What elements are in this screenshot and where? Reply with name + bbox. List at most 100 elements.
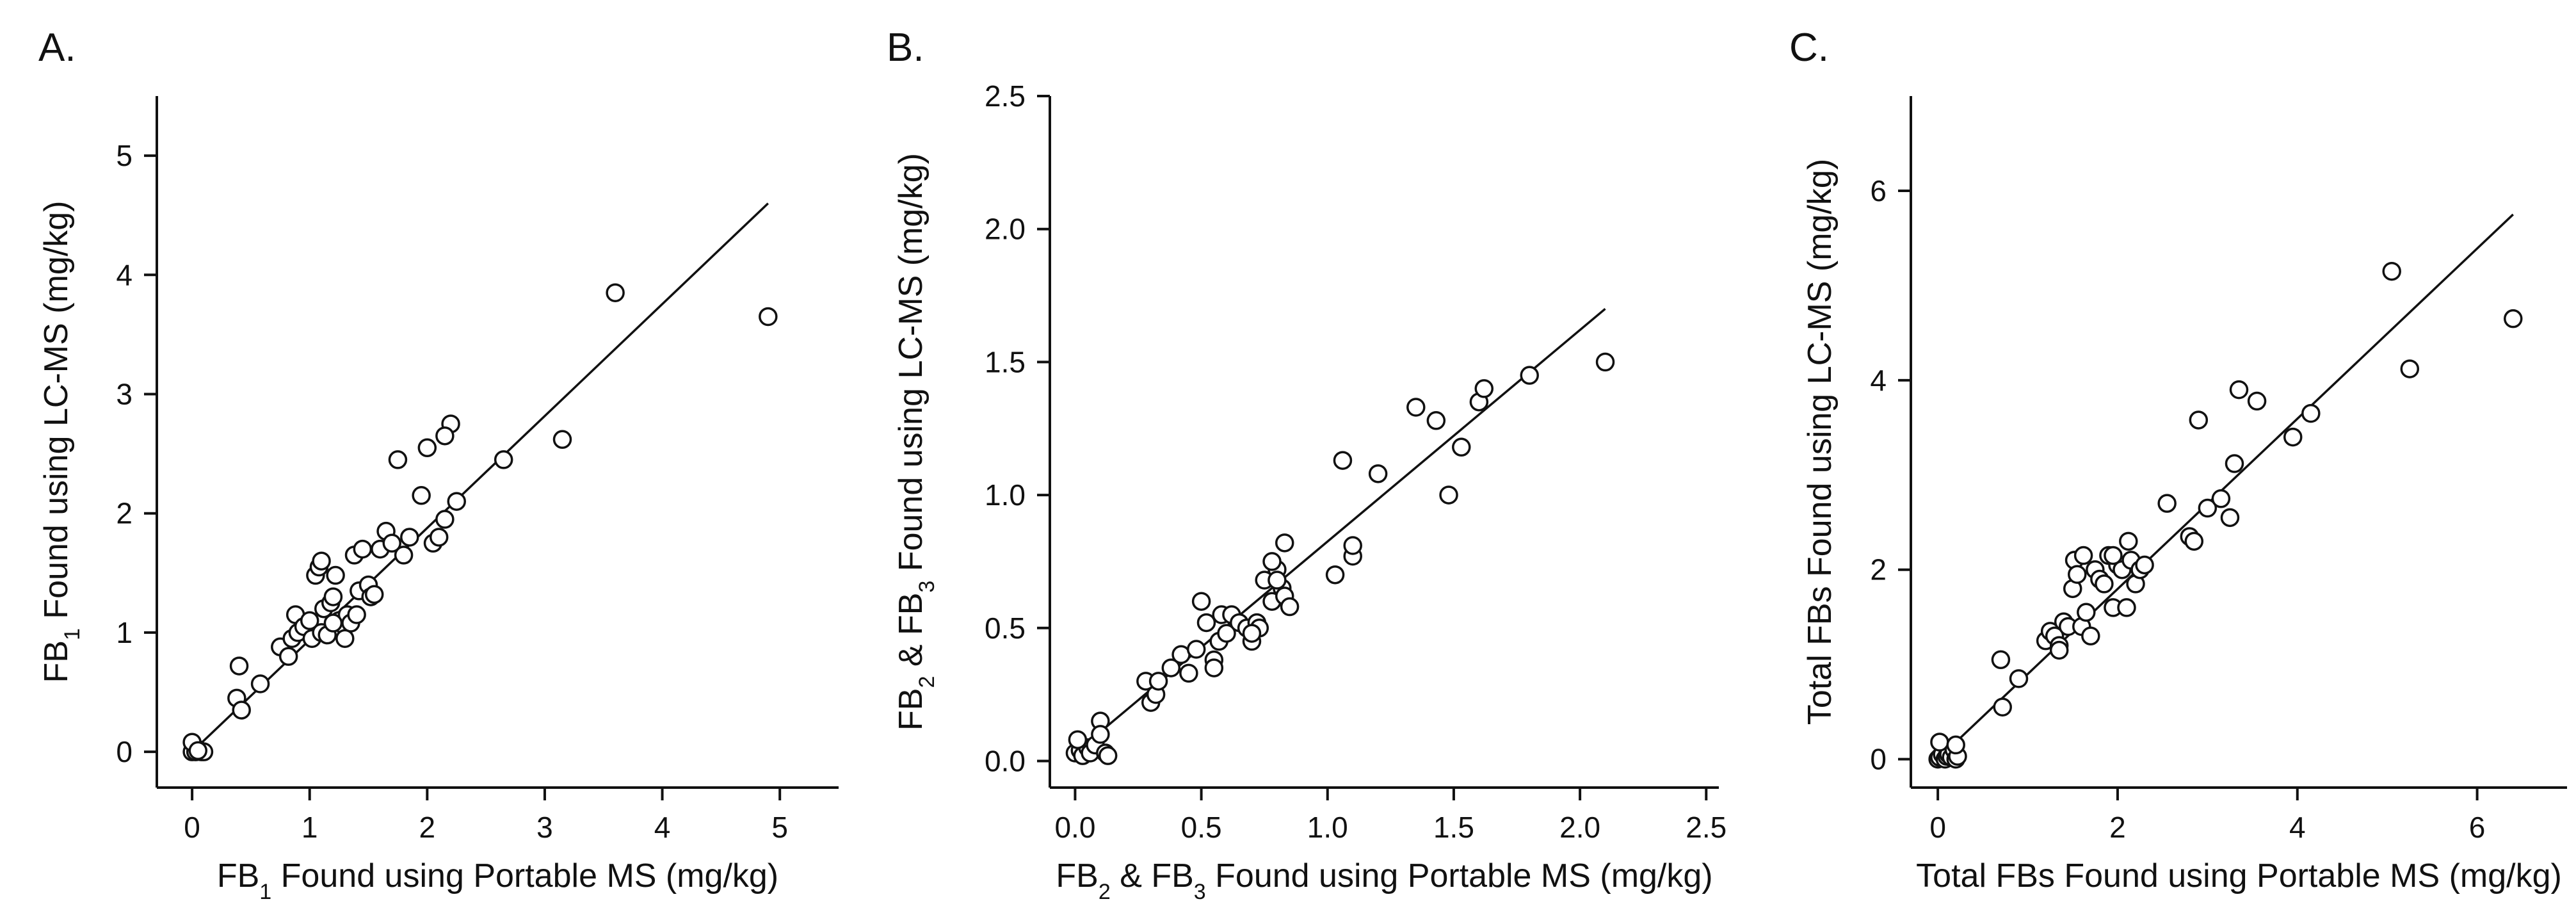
x-tick-label: 1 [302, 811, 318, 844]
data-point [394, 546, 414, 565]
x-tick-label: 1.5 [1433, 811, 1474, 844]
y-tick-label: 0.5 [985, 611, 1026, 645]
data-point [1452, 437, 1471, 457]
data-point [1991, 650, 2011, 670]
y-tick-label: 2 [116, 497, 133, 530]
data-point [2211, 489, 2231, 508]
data-point [1343, 536, 1362, 555]
data-point [1595, 352, 1615, 372]
axis-title-subscript: 1 [259, 880, 271, 904]
data-point [1993, 697, 2012, 717]
data-point [400, 528, 419, 547]
data-point [1098, 746, 1118, 765]
y-tick-label: 4 [1870, 364, 1887, 397]
data-point [2104, 546, 2123, 565]
y-tick-label: 2.0 [985, 213, 1026, 246]
axis-title-part: & FB [892, 593, 930, 676]
y-tick-label: 0 [116, 735, 133, 768]
x-tick-label: 3 [536, 811, 553, 844]
y-tick-label: 6 [1870, 174, 1887, 207]
data-point [353, 539, 373, 559]
data-point [429, 528, 449, 547]
data-point [188, 741, 208, 761]
data-point [232, 700, 251, 720]
axis-title-subscript: 1 [60, 628, 85, 640]
data-point [494, 450, 513, 469]
x-tick-label: 2 [2109, 811, 2126, 844]
panel-label: B. [887, 26, 924, 70]
data-point [2009, 669, 2029, 688]
data-point [1262, 552, 1282, 571]
y-axis-title: FB2 & FB3 Found using LC-MS (mg/kg) [892, 153, 939, 731]
y-tick-label: 1.5 [985, 345, 1026, 378]
x-tick-label: 0 [184, 811, 200, 844]
data-point [323, 613, 343, 633]
data-point [412, 486, 431, 505]
data-point [1439, 485, 1458, 505]
x-tick-label: 2.5 [1686, 811, 1727, 844]
y-tick-label: 5 [116, 139, 133, 172]
axis-title-part: Total FBs Found using LC-MS (mg/kg) [1801, 159, 1839, 725]
x-tick-label: 1.0 [1307, 811, 1348, 844]
data-point [447, 492, 466, 511]
data-point [364, 585, 384, 604]
axis-title-part: FB [217, 857, 259, 895]
axis-title-part: FB [1056, 857, 1098, 895]
data-point [2225, 454, 2244, 473]
axis-title-part: Found using Portable MS (mg/kg) [271, 857, 778, 895]
regression-line [1936, 213, 2514, 760]
axis-title-subscript: 2 [915, 676, 939, 688]
y-axis-title: Total FBs Found using LC-MS (mg/kg) [1801, 159, 1839, 725]
data-point [2135, 555, 2154, 575]
axis-title-part: Found using Portable MS (mg/kg) [1206, 857, 1713, 895]
data-point [1930, 733, 1949, 752]
data-point [2081, 626, 2100, 646]
data-point [1368, 464, 1388, 483]
data-point [1242, 624, 1262, 643]
data-point [312, 551, 331, 571]
axis-title-part: Total FBs Found using Portable MS (mg/kg… [1916, 857, 2562, 895]
axis-title-part: FB [38, 640, 75, 683]
x-axis-title: FB2 & FB3 Found using Portable MS (mg/kg… [1056, 857, 1712, 904]
data-point [2283, 427, 2303, 447]
axis-title-subscript: 3 [915, 581, 939, 593]
data-point [300, 611, 319, 631]
axis-title-part: FB [892, 688, 930, 731]
data-point [1091, 725, 1110, 744]
x-axis-title: Total FBs Found using Portable MS (mg/kg… [1916, 857, 2562, 895]
data-point [347, 605, 366, 624]
x-tick-label: 2 [419, 811, 436, 844]
regression-line [191, 202, 769, 753]
data-point [1217, 624, 1236, 643]
x-tick-label: 0.0 [1054, 811, 1095, 844]
data-point [1426, 411, 1446, 430]
data-point [2157, 494, 2177, 513]
data-point [1148, 672, 1168, 691]
data-point [2400, 359, 2420, 378]
data-point [229, 656, 249, 676]
axis-title-part: Found using LC-MS (mg/kg) [38, 201, 75, 629]
data-point [1406, 398, 1426, 417]
data-point [1186, 640, 1206, 659]
data-point [1191, 592, 1211, 611]
data-point [1520, 366, 1539, 385]
data-point [2198, 498, 2218, 518]
y-tick-label: 1.0 [985, 478, 1026, 512]
data-point [1280, 597, 1300, 617]
data-point [326, 565, 345, 585]
data-point [250, 674, 270, 693]
y-tick-label: 2 [1870, 553, 1887, 587]
data-point [1325, 565, 1345, 585]
data-point [1333, 451, 1353, 470]
data-point [2301, 403, 2321, 423]
data-point [417, 438, 437, 458]
data-point [1179, 663, 1198, 683]
data-point [335, 629, 355, 648]
x-tick-label: 2.0 [1559, 811, 1600, 844]
data-point [1946, 735, 1965, 755]
data-point [2504, 309, 2523, 328]
data-point [1196, 613, 1216, 633]
data-point [1268, 571, 1287, 590]
